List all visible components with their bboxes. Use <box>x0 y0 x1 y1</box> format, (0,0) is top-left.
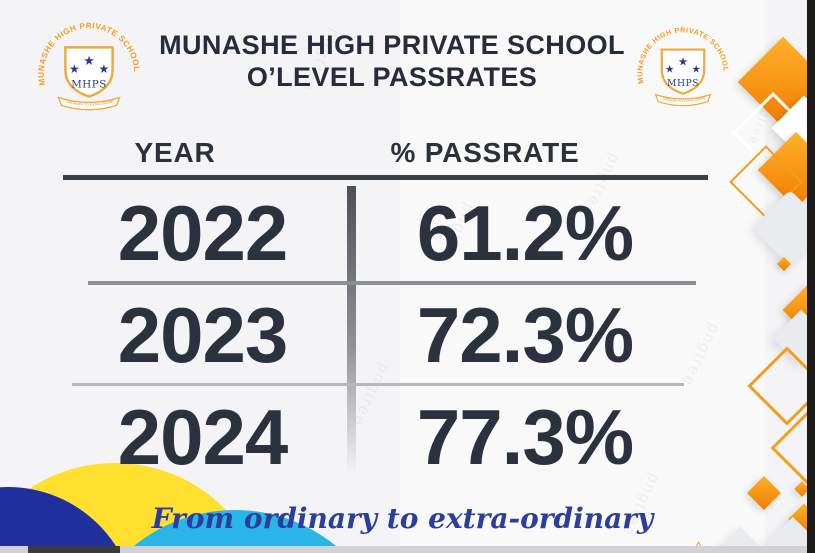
table-row-year: 2024 <box>117 393 289 481</box>
background-light-band <box>400 0 765 553</box>
school-crest-logo: MUNASHE HIGH PRIVATE SCHOOL ★ ★ ★ MHPS O… <box>630 16 730 107</box>
table-row-year: 2022 <box>117 189 289 277</box>
right-edge-strip <box>807 0 815 553</box>
column-header-passrate: % PASSRATE <box>390 137 580 168</box>
row-divider <box>88 281 696 285</box>
star-icon: ★ <box>665 64 675 76</box>
crest-shield <box>660 48 706 95</box>
star-icon: ★ <box>69 62 80 76</box>
row-divider <box>72 383 684 386</box>
bottom-edge-dark-segment <box>28 546 120 553</box>
table-row-passrate: 72.3% <box>416 291 634 379</box>
crest-shield <box>64 46 114 98</box>
crest-ribbon <box>654 93 712 107</box>
page-title: MUNASHE HIGH PRIVATE SCHOOL O’LEVEL PASS… <box>148 30 636 94</box>
crest-monogram: MHPS <box>71 79 107 91</box>
title-line-1: MUNASHE HIGH PRIVATE SCHOOL <box>159 30 625 60</box>
title-line-2: O’LEVEL PASSRATES <box>246 61 538 92</box>
column-divider <box>347 186 356 474</box>
school-motto: From ordinary to extra-ordinary <box>151 502 654 535</box>
star-icon: ★ <box>83 53 94 68</box>
bottom-edge-band <box>0 546 815 553</box>
star-icon: ★ <box>692 64 702 76</box>
table-row-passrate: 61.2% <box>416 189 634 277</box>
column-header-year: YEAR <box>134 137 216 168</box>
crest-monogram: MHPS <box>667 78 699 89</box>
header-rule <box>63 175 708 180</box>
star-icon: ★ <box>98 62 109 76</box>
table-row-passrate: 77.3% <box>416 393 634 481</box>
table-row-year: 2023 <box>117 291 289 379</box>
school-crest-logo: MUNASHE HIGH PRIVATE SCHOOL ★ ★ ★ MHPS O… <box>30 10 141 111</box>
crest-ribbon <box>57 96 121 111</box>
star-icon: ★ <box>678 56 688 68</box>
